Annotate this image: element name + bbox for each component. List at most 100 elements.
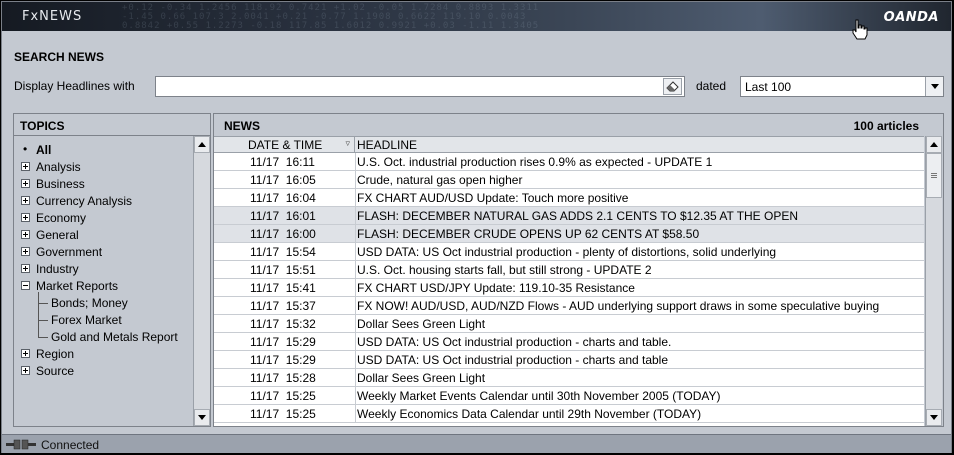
news-datetime: 11/17 15:29	[250, 335, 316, 349]
topic-label: Source	[36, 364, 75, 378]
expand-icon[interactable]	[21, 230, 30, 239]
news-row[interactable]: 11/17 16:11 U.S. Oct. industrial producti…	[214, 153, 924, 171]
news-headline: FX NOW! AUD/USD, AUD/NZD Flows - AUD und…	[357, 299, 880, 313]
hand-cursor-icon	[852, 19, 868, 40]
news-panel: NEWS 100 articles DATE & TIME ▿ HEADLINE…	[213, 113, 944, 427]
tree-connector	[38, 320, 48, 321]
news-row[interactable]: 11/17 15:28 Dollar Sees Green Light	[214, 369, 924, 387]
date-time-column-header[interactable]: DATE & TIME ▿	[214, 137, 355, 152]
topic-label: Bonds; Money	[51, 296, 128, 310]
topic-item[interactable]: Analysis	[14, 159, 192, 176]
connection-plug-icon	[6, 439, 36, 450]
topic-item[interactable]: Source	[14, 363, 192, 380]
clear-search-button[interactable]	[663, 78, 682, 95]
topic-item[interactable]: • All	[14, 142, 192, 159]
news-headline: Dollar Sees Green Light	[357, 317, 486, 331]
news-row[interactable]: 11/17 15:29 USD DATA: US Oct industrial p…	[214, 351, 924, 369]
topic-label: Currency Analysis	[36, 194, 133, 208]
news-row[interactable]: 11/17 15:37 FX NOW! AUD/USD, AUD/NZD Flow…	[214, 297, 924, 315]
news-row[interactable]: 11/17 15:29 USD DATA: US Oct industrial p…	[214, 333, 924, 351]
news-row[interactable]: 11/17 15:41 FX CHART USD/JPY Update: 119.…	[214, 279, 924, 297]
topics-title: TOPICS	[20, 119, 65, 133]
fxnews-logo: FxNEWS	[22, 9, 83, 24]
column-divider	[355, 333, 356, 351]
chevron-down-icon[interactable]	[925, 77, 943, 96]
expand-icon[interactable]	[21, 196, 30, 205]
expand-icon[interactable]	[21, 213, 30, 222]
news-row[interactable]: 11/17 16:04 FX CHART AUD/USD Update: Touc…	[214, 189, 924, 207]
sort-icon: ▿	[345, 138, 350, 148]
topic-label: All	[36, 143, 52, 157]
news-datetime: 11/17 16:00	[250, 227, 316, 241]
topic-label: Forex Market	[51, 313, 122, 327]
headline-search-input[interactable]	[155, 76, 685, 97]
news-datetime: 11/17 16:05	[250, 173, 316, 187]
news-datetime: 11/17 15:37	[250, 299, 316, 313]
expand-icon[interactable]	[21, 366, 30, 375]
topics-header: TOPICS	[14, 114, 210, 136]
scroll-thumb[interactable]	[926, 153, 942, 198]
expand-icon[interactable]	[21, 349, 30, 358]
topic-label: Analysis	[36, 160, 81, 174]
tree-connector	[38, 337, 48, 338]
topic-item[interactable]: Region	[14, 346, 192, 363]
column-divider	[355, 171, 356, 189]
column-divider	[355, 225, 356, 243]
topics-scrollbar[interactable]	[193, 136, 210, 426]
column-divider	[355, 387, 356, 405]
topic-item[interactable]: Gold and Metals Report	[14, 329, 192, 346]
dated-select[interactable]: Last 100	[740, 76, 944, 97]
news-row[interactable]: 11/17 16:05 Crude, natural gas open highe…	[214, 171, 924, 189]
news-row[interactable]: 11/17 16:01 FLASH: DECEMBER NATURAL GAS A…	[214, 207, 924, 225]
topic-label: Region	[36, 347, 75, 361]
expand-icon[interactable]	[21, 247, 30, 256]
topic-item[interactable]: Government	[14, 244, 192, 261]
topic-item[interactable]: Business	[14, 176, 192, 193]
news-headline: USD DATA: US Oct industrial production -…	[357, 335, 672, 349]
scroll-up-icon[interactable]	[194, 136, 210, 153]
news-column-headers: DATE & TIME ▿ HEADLINE	[214, 136, 924, 153]
news-row[interactable]: 11/17 15:25 Weekly Market Events Calendar…	[214, 387, 924, 405]
scroll-down-icon[interactable]	[926, 409, 942, 426]
expand-icon[interactable]	[21, 179, 30, 188]
news-datetime: 11/17 15:29	[250, 353, 316, 367]
column-divider	[355, 405, 356, 423]
eraser-icon	[666, 81, 679, 92]
news-scrollbar[interactable]	[925, 136, 942, 426]
news-datetime: 11/17 16:11	[250, 155, 315, 169]
scroll-down-icon[interactable]	[194, 409, 210, 426]
article-count: 100 articles	[853, 119, 919, 133]
topic-item[interactable]: Market Reports	[14, 278, 192, 295]
news-row[interactable]: 11/17 15:51 U.S. Oct. housing starts fall…	[214, 261, 924, 279]
news-row[interactable]: 11/17 15:32 Dollar Sees Green Light	[214, 315, 924, 333]
status-bar: Connected	[2, 434, 951, 453]
search-news-title: SEARCH NEWS	[14, 50, 105, 64]
topic-item[interactable]: Economy	[14, 210, 192, 227]
topic-item[interactable]: General	[14, 227, 192, 244]
topic-item[interactable]: Forex Market	[14, 312, 192, 329]
news-row[interactable]: 11/17 15:25 Weekly Economics Data Calenda…	[214, 405, 924, 423]
tree-connector	[38, 292, 39, 338]
news-headline: FX CHART AUD/USD Update: Touch more posi…	[357, 191, 629, 205]
expand-icon[interactable]	[21, 162, 30, 171]
news-headline: USD DATA: US Oct industrial production -…	[357, 245, 777, 259]
news-row[interactable]: 11/17 16:00 FLASH: DECEMBER CRUDE OPENS U…	[214, 225, 924, 243]
news-row[interactable]: 11/17 15:54 USD DATA: US Oct industrial p…	[214, 243, 924, 261]
topics-tree[interactable]: • All Analysis Business Currency Analysis Eco…	[14, 136, 193, 426]
app-header: +0.12 -0.34 1.2456 118.92 0.7421 +1.02 -…	[2, 2, 951, 31]
tree-connector	[38, 303, 48, 304]
expand-icon[interactable]	[21, 264, 30, 273]
scroll-up-icon[interactable]	[926, 136, 942, 153]
dated-select-value: Last 100	[745, 80, 792, 94]
column-divider	[355, 351, 356, 369]
topic-item[interactable]: Industry	[14, 261, 192, 278]
topic-item[interactable]: Bonds; Money	[14, 295, 192, 312]
topic-item[interactable]: Currency Analysis	[14, 193, 192, 210]
news-list: 11/17 16:11 U.S. Oct. industrial producti…	[214, 153, 924, 426]
news-headline: USD DATA: US Oct industrial production -…	[357, 353, 669, 367]
oanda-logo[interactable]: OANDA	[883, 10, 939, 25]
collapse-icon[interactable]	[21, 281, 30, 290]
news-datetime: 11/17 15:41	[250, 281, 316, 295]
news-datetime: 11/17 15:25	[250, 407, 316, 421]
